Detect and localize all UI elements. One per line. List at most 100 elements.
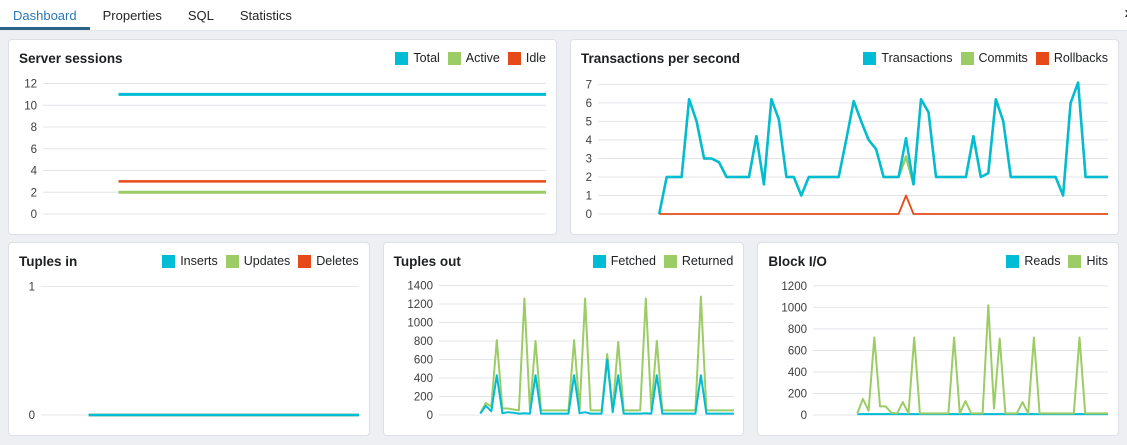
legend-transactions: Transactions Commits Rollbacks [863,51,1108,65]
svg-text:4: 4 [586,135,593,147]
svg-text:1000: 1000 [407,318,433,330]
chart-transactions: 0 1 2 3 4 5 6 7 [571,70,1118,234]
svg-text:200: 200 [788,389,807,401]
svg-text:3: 3 [586,154,592,166]
legend-swatch [592,254,606,268]
legend-swatch [1068,254,1082,268]
dashboard-row-1: Server sessions Total Active Idle 0 2 4 6 8 10 1… [8,39,1119,235]
close-icon[interactable]: x [1125,5,1127,20]
legend-swatch [395,51,409,65]
svg-text:5: 5 [586,116,592,128]
svg-text:12: 12 [24,79,37,91]
legend-item: Hits [1068,254,1108,268]
legend-swatch [162,254,176,268]
legend-swatch [663,254,677,268]
legend-item: Transactions [863,51,953,65]
legend-item: Fetched [592,254,656,268]
panel-header: Block I/O Reads Hits [758,243,1118,273]
panel-block-io: Block I/O Reads Hits 0 200 400 600 800 1000 120… [757,242,1120,436]
svg-text:6: 6 [586,98,592,110]
tab-properties[interactable]: Properties [102,7,162,23]
svg-text:2: 2 [586,172,592,184]
legend-item: Inserts [162,254,218,268]
svg-text:600: 600 [788,346,807,358]
legend-tuples-in: Inserts Updates Deletes [162,254,359,268]
panel-tuples-out: Tuples out Fetched Returned 0 200 400 600 800… [382,242,745,436]
svg-text:4: 4 [31,166,38,178]
legend-swatch [1035,51,1049,65]
svg-text:1000: 1000 [782,302,808,314]
svg-text:0: 0 [29,410,35,422]
panel-title-transactions: Transactions per second [581,50,741,66]
tab-dashboard[interactable]: Dashboard [0,0,90,30]
legend-swatch [225,254,239,268]
legend-label: Inserts [180,254,218,268]
chart-block-io: 0 200 400 600 800 1000 1200 [758,273,1118,435]
svg-text:7: 7 [586,79,592,91]
legend-label: Active [465,51,500,65]
svg-text:8: 8 [31,122,37,134]
legend-item: Idle [507,51,546,65]
legend-label: Reads [1024,254,1061,268]
legend-swatch [863,51,877,65]
legend-label: Commits [978,51,1028,65]
svg-text:800: 800 [788,324,807,336]
legend-label: Idle [525,51,546,65]
svg-text:0: 0 [31,209,37,221]
legend-label: Transactions [881,51,953,65]
legend-item: Deletes [298,254,359,268]
panel-title-block-io: Block I/O [768,253,827,269]
legend-item: Active [447,51,500,65]
legend-label: Total [413,51,440,65]
tab-sql[interactable]: SQL [187,7,214,23]
legend-swatch [507,51,521,65]
svg-text:400: 400 [788,367,807,379]
legend-block-io: Reads Hits [1006,254,1108,268]
legend-swatch [1006,254,1020,268]
svg-text:200: 200 [413,392,432,404]
tab-statistics[interactable]: Statistics [239,7,292,23]
svg-text:1200: 1200 [782,281,808,293]
legend-label: Returned [681,254,734,268]
svg-text:1200: 1200 [407,299,433,311]
legend-swatch [447,51,461,65]
legend-label: Updates [243,254,291,268]
panel-header: Tuples in Inserts Updates Deletes [9,243,369,273]
legend-item: Reads [1006,254,1060,268]
legend-swatch [298,254,312,268]
svg-text:2: 2 [31,187,37,199]
chart-server-sessions: 0 2 4 6 8 10 12 [9,70,556,234]
tab-bar: Dashboard Properties SQL Statistics x [0,0,1127,31]
svg-text:1: 1 [586,191,592,203]
svg-text:0: 0 [801,410,807,422]
legend-item: Commits [960,51,1028,65]
chart-tuples-out: 0 200 400 600 800 1000 1200 1400 [384,273,744,435]
panel-transactions-per-second: Transactions per second Transactions Comm… [570,39,1119,235]
svg-text:10: 10 [24,100,37,112]
svg-text:0: 0 [426,410,432,422]
legend-item: Returned [663,254,734,268]
panel-server-sessions: Server sessions Total Active Idle 0 2 4 6 8 10 1… [8,39,557,235]
svg-text:400: 400 [413,373,432,385]
svg-text:1: 1 [29,281,35,293]
panel-header: Server sessions Total Active Idle [9,40,556,70]
dashboard-content: Server sessions Total Active Idle 0 2 4 6 8 10 1… [0,31,1127,444]
legend-label: Hits [1086,254,1109,268]
panel-header: Tuples out Fetched Returned [384,243,744,273]
legend-item: Rollbacks [1035,51,1108,65]
svg-text:1400: 1400 [407,281,433,293]
legend-server-sessions: Total Active Idle [395,51,546,65]
panel-title-tuples-in: Tuples in [19,253,78,269]
panel-title-server-sessions: Server sessions [19,50,123,66]
legend-tuples-out: Fetched Returned [592,254,734,268]
svg-text:6: 6 [31,144,37,156]
legend-label: Deletes [316,254,359,268]
legend-item: Total [395,51,440,65]
panel-title-tuples-out: Tuples out [393,253,461,269]
svg-text:600: 600 [413,355,432,367]
legend-label: Rollbacks [1053,51,1108,65]
svg-text:800: 800 [413,336,432,348]
legend-item: Updates [225,254,291,268]
